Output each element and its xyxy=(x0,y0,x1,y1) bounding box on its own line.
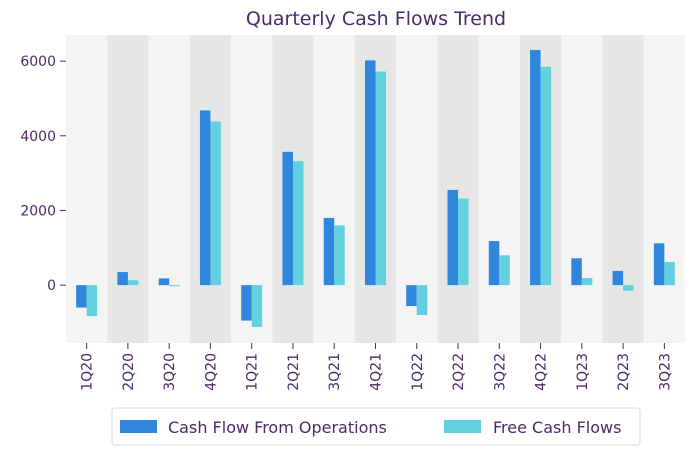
y-tick-label: 6000 xyxy=(20,54,56,70)
bar xyxy=(158,278,170,286)
bar xyxy=(499,255,510,286)
legend: Cash Flow From Operations Free Cash Flows xyxy=(111,407,641,446)
legend-swatch xyxy=(120,420,157,433)
bar xyxy=(530,49,541,286)
y-tick-label: 0 xyxy=(47,278,56,294)
bar xyxy=(571,258,582,286)
bar xyxy=(76,285,87,308)
category-band xyxy=(478,35,520,343)
bar xyxy=(169,285,180,287)
bar xyxy=(292,161,304,286)
x-tick-label: 2Q20 xyxy=(121,353,137,391)
bar xyxy=(323,217,335,286)
bar xyxy=(447,189,459,286)
bar xyxy=(241,285,252,321)
legend-swatch xyxy=(444,420,481,433)
category-band xyxy=(602,35,644,343)
category-band xyxy=(313,35,355,343)
bar xyxy=(365,60,376,286)
x-tick-label: 2Q21 xyxy=(286,353,302,391)
bar xyxy=(334,225,345,286)
category-band xyxy=(437,35,479,343)
x-tick-label: 1Q21 xyxy=(245,353,261,391)
bar xyxy=(375,71,386,286)
bar xyxy=(653,243,665,286)
x-axis-ticks: 1Q20 2Q20 3Q20 4Q20 1Q21 2Q21 3Q21 4Q21 1Q22 2Q22… xyxy=(80,343,673,391)
x-tick-label: 4Q20 xyxy=(203,353,219,391)
x-tick-label: 3Q21 xyxy=(327,353,343,391)
bar xyxy=(581,278,593,286)
x-tick-label: 1Q22 xyxy=(410,353,426,391)
category-band xyxy=(643,35,685,343)
bar xyxy=(127,280,139,286)
bar xyxy=(623,285,634,291)
bar xyxy=(488,241,500,286)
bar xyxy=(282,151,293,286)
legend-label: Cash Flow From Operations xyxy=(168,418,387,437)
bar xyxy=(86,285,98,317)
x-tick-label: 1Q23 xyxy=(575,353,591,391)
category-band xyxy=(561,35,603,343)
x-tick-label: 1Q20 xyxy=(80,353,96,391)
category-band xyxy=(107,35,149,343)
x-tick-label: 3Q22 xyxy=(492,353,508,391)
bar xyxy=(117,272,128,286)
bar xyxy=(406,285,417,307)
legend-label: Free Cash Flows xyxy=(493,418,621,437)
x-tick-label: 4Q21 xyxy=(369,353,385,391)
chart-title: Quarterly Cash Flows Trend xyxy=(246,8,506,30)
category-band xyxy=(148,35,190,343)
x-tick-label: 3Q20 xyxy=(162,353,178,391)
x-tick-label: 2Q23 xyxy=(616,353,632,391)
bar xyxy=(210,121,221,286)
bar xyxy=(540,66,552,286)
bar xyxy=(664,261,675,286)
bar xyxy=(199,110,211,286)
x-tick-label: 2Q22 xyxy=(451,353,467,391)
y-tick-label: 4000 xyxy=(20,129,56,145)
bar xyxy=(458,198,469,286)
x-tick-label: 3Q23 xyxy=(657,353,673,391)
bar xyxy=(612,270,624,286)
bar xyxy=(416,285,428,315)
bar xyxy=(251,285,263,327)
legend-box xyxy=(111,407,641,446)
y-tick-label: 2000 xyxy=(20,203,56,219)
bars xyxy=(76,49,675,327)
y-axis-ticks: 0 2000 4000 6000 xyxy=(20,54,66,294)
x-tick-label: 4Q22 xyxy=(534,353,550,391)
